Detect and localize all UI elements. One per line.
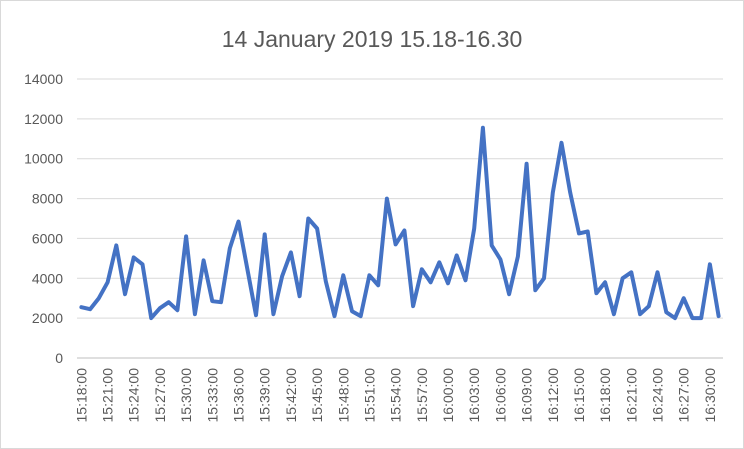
y-tick-label: 10000 bbox=[24, 151, 63, 167]
x-tick-label: 16:27:00 bbox=[676, 368, 692, 423]
x-tick-label: 16:03:00 bbox=[466, 368, 482, 423]
x-tick-label: 16:18:00 bbox=[597, 368, 613, 423]
x-tick-label: 15:24:00 bbox=[126, 368, 142, 423]
x-tick-label: 15:42:00 bbox=[283, 368, 299, 423]
x-tick-label: 16:12:00 bbox=[545, 368, 561, 423]
x-tick-label: 15:54:00 bbox=[388, 368, 404, 423]
y-axis-ticks: 0 2000 4000 6000 8000 10000 12000 14000 bbox=[24, 71, 63, 366]
y-tick-label: 8000 bbox=[32, 191, 63, 207]
x-tick-label: 16:06:00 bbox=[492, 368, 508, 423]
y-tick-label: 12000 bbox=[24, 111, 63, 127]
x-tick-label: 15:51:00 bbox=[361, 368, 377, 423]
x-tick-label: 16:21:00 bbox=[623, 368, 639, 423]
x-tick-label: 15:57:00 bbox=[414, 368, 430, 423]
x-tick-label: 15:45:00 bbox=[309, 368, 325, 423]
x-tick-label: 15:27:00 bbox=[152, 368, 168, 423]
x-axis-ticks: 15:18:00 15:21:00 15:24:00 15:27:00 15:30:00… bbox=[73, 368, 718, 423]
y-tick-label: 0 bbox=[55, 350, 63, 366]
x-tick-label: 16:24:00 bbox=[650, 368, 666, 423]
y-tick-label: 14000 bbox=[24, 71, 63, 87]
y-tick-label: 2000 bbox=[32, 310, 63, 326]
series-line bbox=[79, 125, 721, 321]
x-tick-label: 15:33:00 bbox=[204, 368, 220, 423]
x-tick-label: 15:36:00 bbox=[231, 368, 247, 423]
y-tick-label: 4000 bbox=[32, 270, 63, 286]
x-tick-label: 15:18:00 bbox=[73, 368, 89, 423]
x-tick-label: 15:48:00 bbox=[335, 368, 351, 423]
x-tick-label: 16:15:00 bbox=[571, 368, 587, 423]
x-tick-label: 16:09:00 bbox=[519, 368, 535, 423]
x-tick-label: 15:30:00 bbox=[178, 368, 194, 423]
x-tick-label: 16:00:00 bbox=[440, 368, 456, 423]
gridlines bbox=[77, 78, 723, 319]
x-tick-label: 16:30:00 bbox=[702, 368, 718, 423]
x-tick-label: 15:39:00 bbox=[257, 368, 273, 423]
series-layer bbox=[79, 125, 721, 321]
x-tick-label: 15:21:00 bbox=[100, 368, 116, 423]
chart-title: 14 January 2019 15.18-16.30 bbox=[222, 26, 523, 52]
y-tick-label: 6000 bbox=[32, 230, 63, 246]
